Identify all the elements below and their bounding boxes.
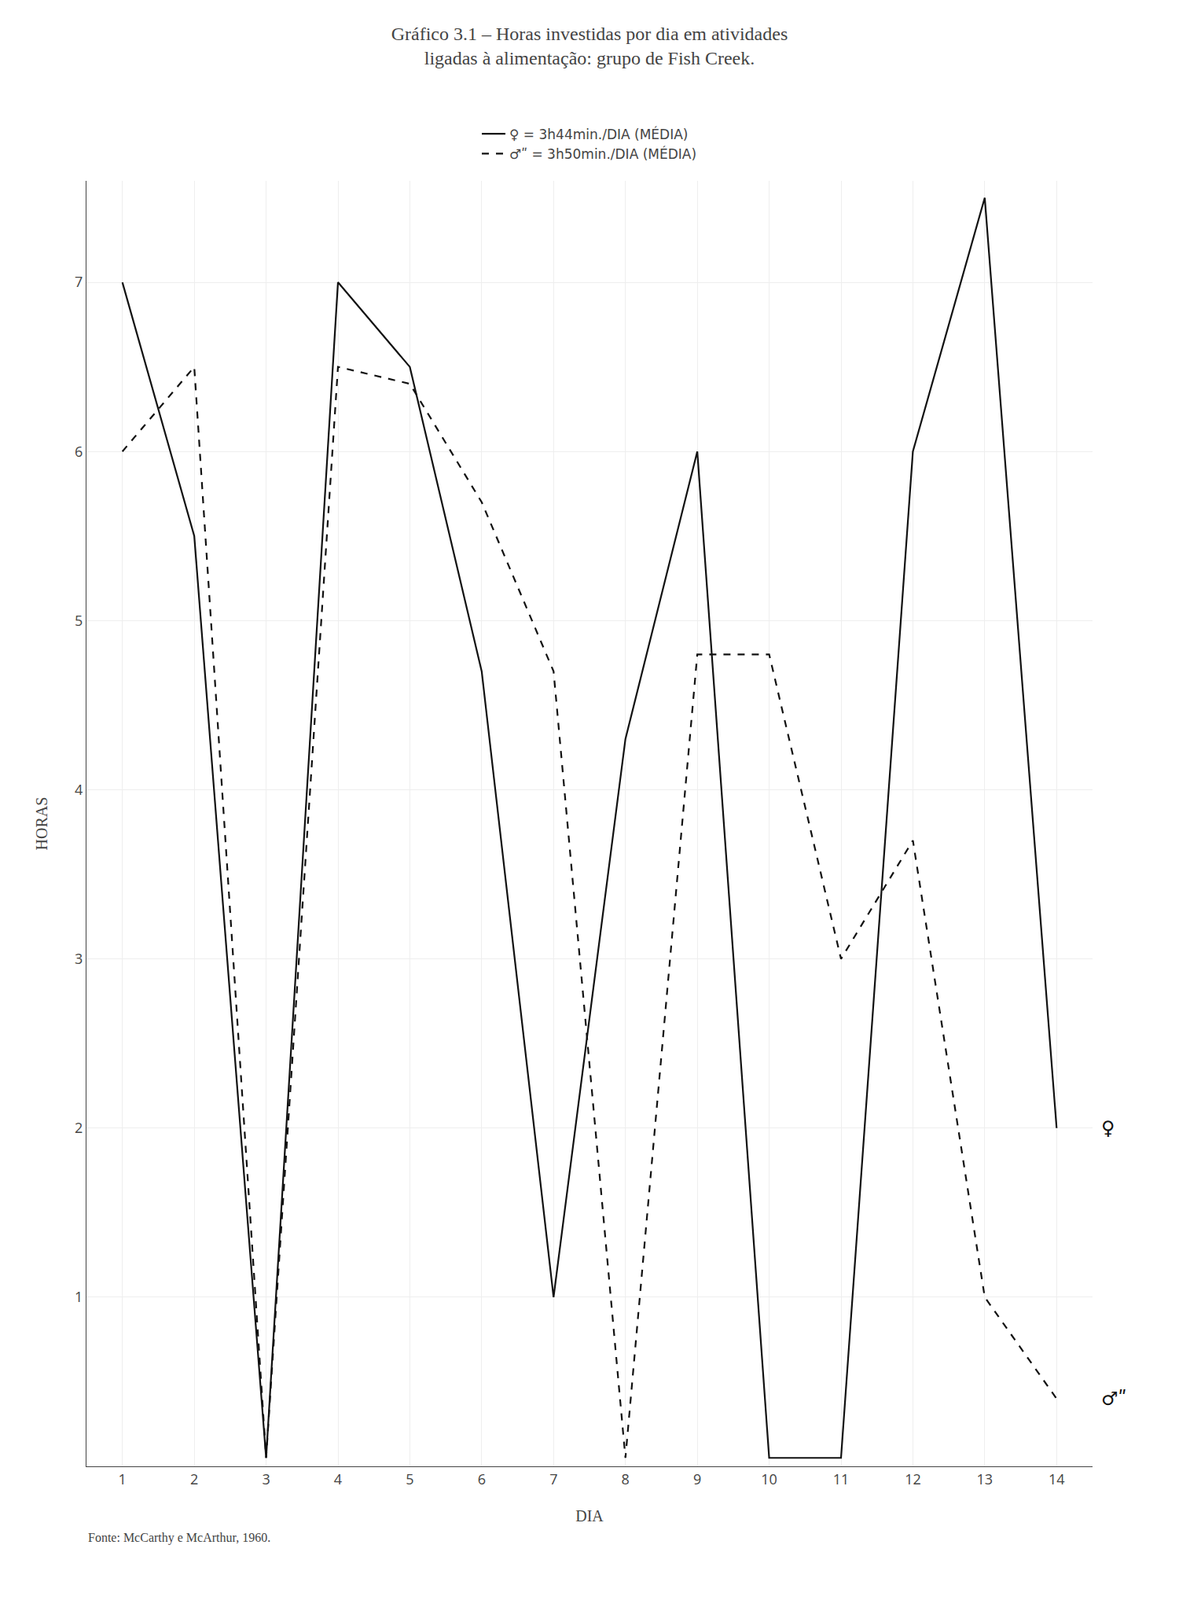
svg-text:5: 5 [74,610,83,630]
svg-text:11: 11 [833,1469,850,1488]
svg-text:5: 5 [405,1469,414,1488]
svg-text:Gráfico 3.1 – Horas investidas: Gráfico 3.1 – Horas investidas por dia e… [391,23,789,69]
svg-text:1: 1 [118,1469,127,1488]
svg-text:DIA: DIA [575,1506,604,1525]
svg-text:2: 2 [74,1117,83,1137]
svg-text:9: 9 [693,1469,702,1488]
svg-text:10: 10 [760,1469,778,1488]
svg-text:Fonte: McCarthy e McArthur, 19: Fonte: McCarthy e McArthur, 1960. [88,1530,271,1545]
svg-text:3: 3 [261,1469,270,1488]
svg-text:♂ʺ: ♂ʺ [1101,1387,1128,1410]
svg-text:1: 1 [74,1286,83,1306]
svg-text:6: 6 [74,441,83,461]
svg-text:HORAS: HORAS [33,797,51,851]
svg-text:♀ = 3h44min./DIA (MÉDIA): ♀ = 3h44min./DIA (MÉDIA) [509,125,688,143]
svg-text:2: 2 [190,1469,199,1488]
svg-text:3: 3 [74,948,83,968]
svg-text:7: 7 [74,271,83,291]
svg-text:6: 6 [477,1469,486,1488]
svg-text:4: 4 [334,1469,342,1488]
svg-text:12: 12 [904,1469,922,1488]
svg-text:14: 14 [1048,1469,1066,1488]
svg-text:4: 4 [74,779,83,799]
svg-text:13: 13 [976,1469,994,1488]
svg-text:♀: ♀ [1101,1116,1116,1139]
svg-text:8: 8 [621,1469,630,1488]
svg-text:7: 7 [549,1469,558,1488]
svg-text:♂ʺ = 3h50min./DIA (MÉDIA): ♂ʺ = 3h50min./DIA (MÉDIA) [509,145,697,162]
